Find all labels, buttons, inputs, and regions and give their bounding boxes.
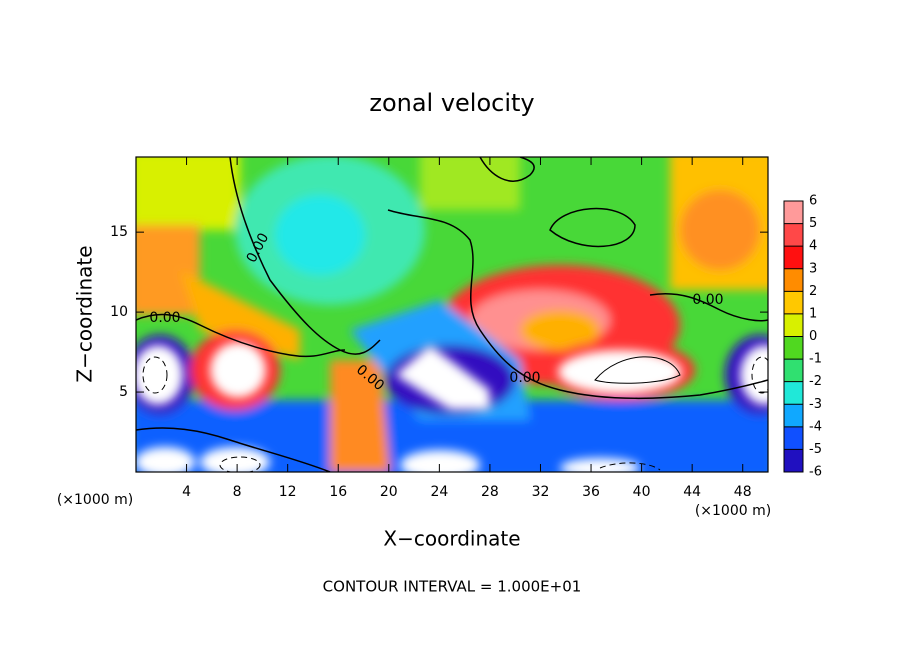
x-tick-label: 48 — [734, 484, 752, 500]
x-tick-label: 12 — [279, 484, 297, 500]
contour-label: 0.00 — [149, 310, 180, 326]
colorbar-tick-label: 3 — [809, 261, 817, 276]
colorbar-tick-label: -2 — [809, 374, 822, 389]
y-tick-label: 15 — [110, 224, 128, 240]
colorbar-tick-label: 5 — [809, 216, 817, 231]
colorbar: 6 5 4 3 2 1 0 -1 -2 -3 -4 -5 -6 — [783, 194, 822, 480]
colorbar-tick-label: 6 — [809, 194, 817, 209]
colorbar-swatch — [784, 313, 803, 337]
colorbar-swatch — [784, 359, 803, 382]
x-tick-label: 16 — [329, 484, 347, 500]
colorbar-swatch — [784, 426, 803, 450]
contour-label: 0.00 — [692, 292, 723, 308]
colorbar-tick-label: 2 — [809, 284, 817, 299]
colorbar-swatch — [784, 404, 803, 427]
plot-frame — [135, 156, 769, 473]
x-tick-label: 24 — [430, 484, 448, 500]
colorbar-tick-label: -4 — [809, 419, 822, 434]
x-tick-label: 28 — [481, 484, 499, 500]
y-axis-label: Z−coordinate — [73, 245, 97, 382]
x-tick-label: 8 — [233, 484, 242, 500]
x-unit: (×1000 m) — [695, 503, 771, 519]
y-unit: (×1000 m) — [57, 492, 133, 508]
colorbar-tick-label: -6 — [809, 465, 822, 480]
colorbar-tick-label: -3 — [809, 397, 822, 412]
x-tick-label: 40 — [633, 484, 651, 500]
colorbar-tick-label: -5 — [809, 442, 822, 457]
colorbar-tick-label: 1 — [809, 306, 817, 321]
colorbar-tick-label: 4 — [809, 239, 817, 254]
footer: CONTOUR INTERVAL = 1.000E+01 — [323, 578, 582, 596]
colorbar-swatch — [784, 381, 803, 405]
x-tick-label: 32 — [532, 484, 550, 500]
colorbar-tick-label: 0 — [809, 329, 817, 344]
x-tick-label: 44 — [683, 484, 701, 500]
colorbar-swatch — [784, 201, 803, 224]
colorbar-swatch — [784, 291, 803, 314]
x-tick-label: 20 — [380, 484, 398, 500]
y-tick-label: 10 — [110, 304, 128, 320]
colorbar-swatch — [784, 449, 803, 472]
colorbar-swatch — [784, 246, 803, 269]
field — [136, 157, 768, 472]
x-tick-label: 4 — [182, 484, 191, 500]
colorbar-swatch — [784, 223, 803, 247]
colorbar-swatch — [784, 336, 803, 360]
colorbar-tick-label: -1 — [809, 352, 822, 367]
contour-label: 0.00 — [509, 370, 540, 386]
x-axis-label: X−coordinate — [383, 527, 520, 551]
x-tick-label: 36 — [582, 484, 600, 500]
y-tick-label: 5 — [119, 384, 128, 400]
colorbar-swatch — [784, 268, 803, 292]
chart-title: zonal velocity — [369, 89, 534, 117]
